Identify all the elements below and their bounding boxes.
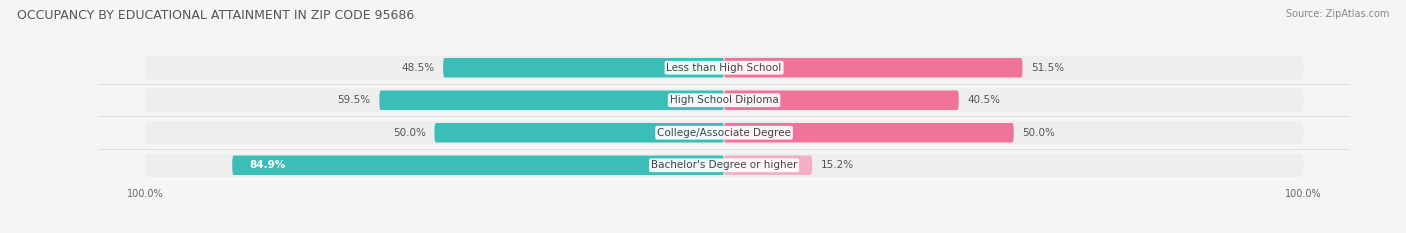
Text: 50.0%: 50.0% <box>392 128 426 138</box>
Text: 50.0%: 50.0% <box>1022 128 1056 138</box>
Text: 15.2%: 15.2% <box>821 160 853 170</box>
FancyBboxPatch shape <box>724 155 813 175</box>
Text: Bachelor's Degree or higher: Bachelor's Degree or higher <box>651 160 797 170</box>
FancyBboxPatch shape <box>145 89 1303 112</box>
FancyBboxPatch shape <box>443 58 724 78</box>
FancyBboxPatch shape <box>724 123 1014 143</box>
FancyBboxPatch shape <box>145 121 1303 144</box>
FancyBboxPatch shape <box>145 154 1303 177</box>
FancyBboxPatch shape <box>380 90 724 110</box>
FancyBboxPatch shape <box>434 123 724 143</box>
Text: Source: ZipAtlas.com: Source: ZipAtlas.com <box>1285 9 1389 19</box>
Text: College/Associate Degree: College/Associate Degree <box>657 128 792 138</box>
Text: High School Diploma: High School Diploma <box>669 95 779 105</box>
Text: 48.5%: 48.5% <box>401 63 434 73</box>
FancyBboxPatch shape <box>724 90 959 110</box>
Text: Less than High School: Less than High School <box>666 63 782 73</box>
Text: 51.5%: 51.5% <box>1031 63 1064 73</box>
FancyBboxPatch shape <box>232 155 724 175</box>
Text: OCCUPANCY BY EDUCATIONAL ATTAINMENT IN ZIP CODE 95686: OCCUPANCY BY EDUCATIONAL ATTAINMENT IN Z… <box>17 9 415 22</box>
Text: 40.5%: 40.5% <box>967 95 1001 105</box>
Text: 84.9%: 84.9% <box>250 160 285 170</box>
FancyBboxPatch shape <box>724 58 1022 78</box>
Text: 59.5%: 59.5% <box>337 95 371 105</box>
FancyBboxPatch shape <box>145 56 1303 79</box>
